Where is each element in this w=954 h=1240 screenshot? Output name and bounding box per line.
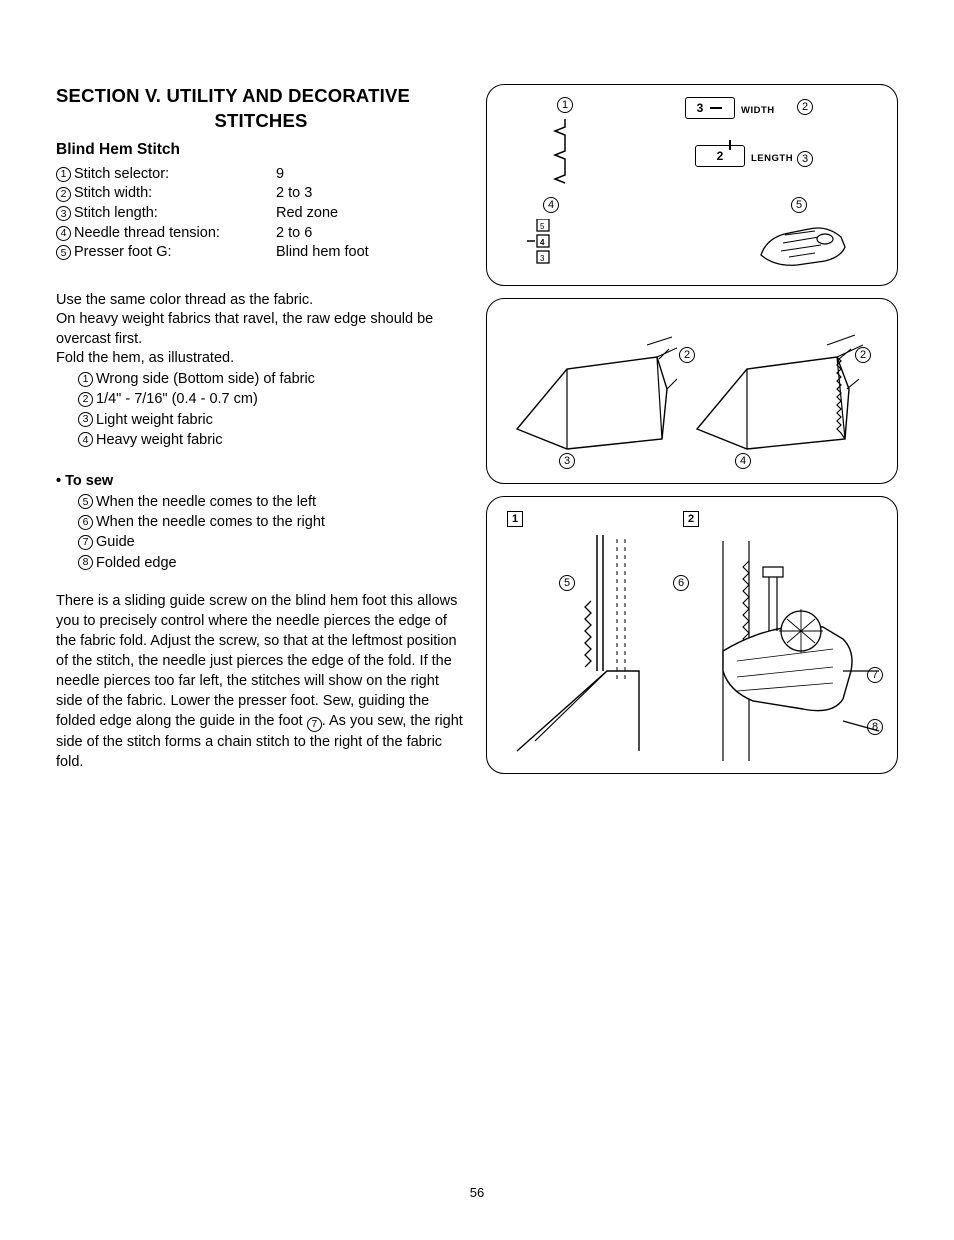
ref-circle: 8 [78,555,93,570]
width-dial: 3 [685,97,735,119]
foot-guide-icon [683,531,883,771]
fold-light-icon [507,319,677,469]
ref-circle: 4 [56,226,71,241]
ref-circle: 4 [78,432,93,447]
setting-row: 5Presser foot G: Blind hem foot [56,243,466,263]
ref-circle: 2 [56,187,71,202]
setting-label: Needle thread tension: [74,224,220,244]
ref-circle: 6 [78,515,93,530]
ref-circle: 3 [56,206,71,221]
width-label: WIDTH [741,105,775,116]
sew-list: 5When the needle comes to the left 6When… [56,492,466,573]
list-text: 1/4" - 7/16" (0.4 - 0.7 cm) [96,389,258,409]
length-dial: 2 [695,145,745,167]
settings-list: 1Stitch selector: 9 2Stitch width: 2 to … [56,165,466,263]
ref-circle: 1 [78,372,93,387]
list-text: Guide [96,532,135,552]
setting-row: 3Stitch length: Red zone [56,204,466,224]
length-dial-value: 2 [717,149,724,163]
callout-circle: 2 [797,99,813,115]
setting-row: 2Stitch width: 2 to 3 [56,184,466,204]
list-text: Wrong side (Bottom side) of fabric [96,369,315,389]
setting-label: Presser foot G: [74,243,172,263]
ref-circle-inline: 7 [307,717,322,732]
page-number: 56 [0,1185,954,1200]
ref-circle: 3 [78,412,93,427]
width-dial-value: 3 [697,101,704,115]
setting-row: 1Stitch selector: 9 [56,165,466,185]
ref-circle: 5 [78,494,93,509]
list-text: When the needle comes to the left [96,492,316,512]
ref-circle: 5 [56,245,71,260]
list-item: 6When the needle comes to the right [78,512,466,532]
setting-label: Stitch selector: [74,165,169,185]
svg-text:4: 4 [540,238,545,247]
list-item: 3Light weight fabric [78,410,466,430]
setting-value: 2 to 3 [276,184,312,204]
setting-value: Red zone [276,204,338,224]
setting-label: Stitch length: [74,204,158,224]
manual-page: SECTION V. UTILITY AND DECORATIVE STITCH… [0,0,954,814]
body-text-a: There is a sliding guide screw on the bl… [56,593,457,729]
intro-line: Fold the hem, as illustrated. [56,349,466,369]
list-item: 8Folded edge [78,553,466,573]
length-label: LENGTH [751,153,793,164]
list-text: Folded edge [96,553,177,573]
ref-circle: 2 [78,392,93,407]
stitch-pattern-icon [551,117,579,187]
callout-circle: 1 [557,97,573,113]
figure-panel-folds: 1 2 1 2 3 4 [486,298,898,484]
callout-square: 1 [507,511,523,527]
subsection-title: Blind Hem Stitch [56,140,466,161]
intro-line: On heavy weight fabrics that ravel, the … [56,310,466,349]
list-text: Heavy weight fabric [96,430,223,450]
callout-square: 2 [683,511,699,527]
intro-paragraph: Use the same color thread as the fabric.… [56,291,466,369]
setting-value: 2 to 6 [276,224,312,244]
intro-line: Use the same color thread as the fabric. [56,291,466,311]
needle-left-icon [507,531,677,771]
right-column: 1 2 3 4 5 3 WIDTH 2 LENGTH [486,84,898,774]
svg-text:5: 5 [540,222,545,231]
fold-list: 1Wrong side (Bottom side) of fabric 21/4… [56,369,466,450]
list-item: 7Guide [78,532,466,552]
dial-pointer-icon [726,140,734,154]
setting-label: Stitch width: [74,184,152,204]
setting-row: 4Needle thread tension: 2 to 6 [56,224,466,244]
list-item: 5When the needle comes to the left [78,492,466,512]
section-title: SECTION V. UTILITY AND DECORATIVE STITCH… [56,84,466,134]
tension-scale-icon: 5 4 3 [527,219,557,273]
section-title-line2: STITCHES [56,109,466,134]
list-item: 1Wrong side (Bottom side) of fabric [78,369,466,389]
list-text: When the needle comes to the right [96,512,325,532]
list-item: 21/4" - 7/16" (0.4 - 0.7 cm) [78,389,466,409]
list-item: 4Heavy weight fabric [78,430,466,450]
callout-circle: 5 [791,197,807,213]
setting-value: Blind hem foot [276,243,369,263]
ref-circle: 1 [56,167,71,182]
callout-circle: 3 [797,151,813,167]
to-sew-header: • To sew [56,472,466,492]
fold-heavy-icon [687,319,867,469]
section-title-line1: SECTION V. UTILITY AND DECORATIVE [56,85,410,106]
dial-pointer-icon [709,103,723,113]
setting-value: 9 [276,165,284,185]
presser-foot-icon [755,217,851,273]
figure-panel-settings: 1 2 3 4 5 3 WIDTH 2 LENGTH [486,84,898,286]
figure-panel-sewing: 1 2 5 6 7 8 [486,496,898,774]
ref-circle: 7 [78,535,93,550]
body-paragraph: There is a sliding guide screw on the bl… [56,591,466,772]
left-column: SECTION V. UTILITY AND DECORATIVE STITCH… [56,84,466,774]
svg-text:3: 3 [540,254,545,263]
callout-circle: 4 [543,197,559,213]
list-text: Light weight fabric [96,410,213,430]
